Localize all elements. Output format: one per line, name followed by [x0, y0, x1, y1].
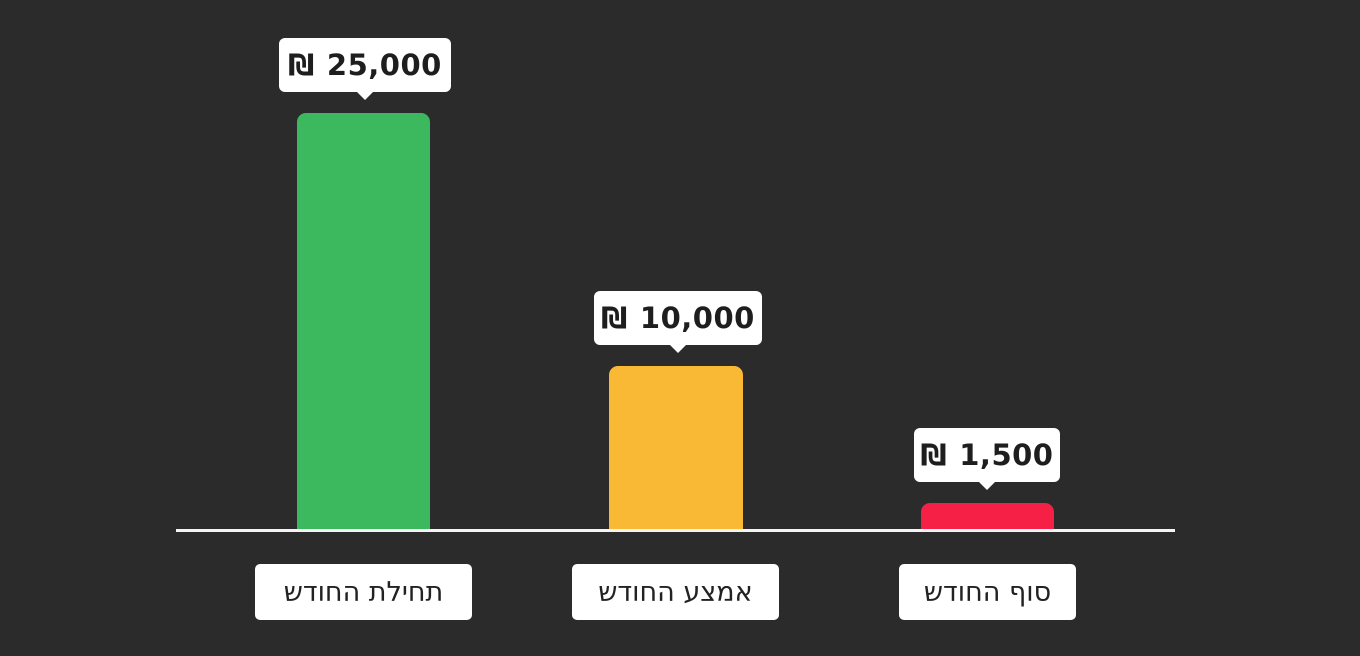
- shekel-icon: ₪: [288, 48, 315, 82]
- value-tooltip-end-of-month: ₪ 1,500: [914, 428, 1060, 490]
- value-text: 10,000: [639, 301, 755, 335]
- bar-start-of-month: [297, 113, 430, 530]
- value-text: 25,000: [326, 48, 442, 82]
- category-label-middle-of-month: אמצע החודש: [572, 564, 779, 620]
- category-text: סוף החודש: [923, 576, 1052, 608]
- bar-end-of-month: [921, 503, 1054, 530]
- shekel-icon: ₪: [920, 438, 948, 472]
- value-tooltip-middle-of-month: ₪ 10,000: [594, 291, 762, 353]
- x-axis-baseline: [176, 529, 1175, 532]
- category-label-end-of-month: סוף החודש: [899, 564, 1076, 620]
- shekel-icon: ₪: [601, 301, 628, 335]
- category-text: אמצע החודש: [598, 576, 753, 608]
- value-text: 1,500: [959, 438, 1054, 472]
- category-label-start-of-month: תחילת החודש: [255, 564, 472, 620]
- value-tooltip-start-of-month: ₪ 25,000: [279, 38, 451, 100]
- category-text: תחילת החודש: [283, 576, 444, 608]
- bar-middle-of-month: [609, 366, 743, 530]
